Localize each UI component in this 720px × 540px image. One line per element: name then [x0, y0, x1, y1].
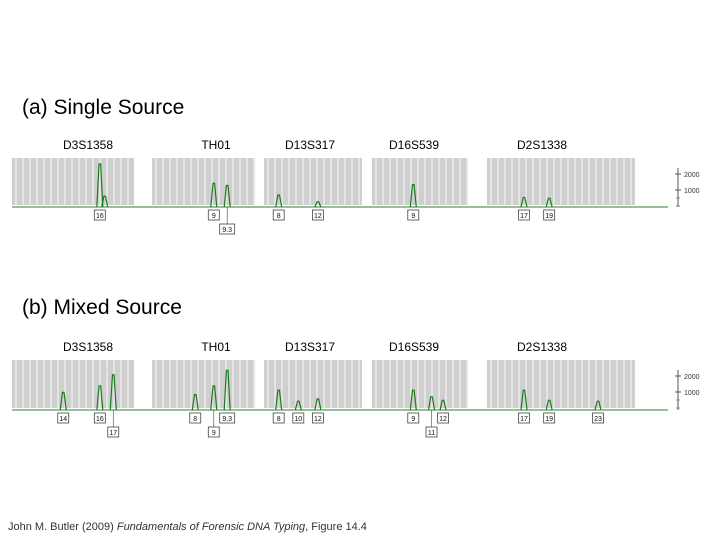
allele-label: 17 [520, 416, 528, 423]
allele-label-box [292, 412, 305, 424]
allele-label: 8 [277, 213, 281, 220]
allele-peak [409, 389, 417, 411]
allele-label-box [107, 426, 120, 438]
allele-label-box [407, 209, 420, 221]
y-tick-label: 1000 [684, 188, 700, 195]
allele-peak [545, 197, 553, 208]
allele-peak [314, 398, 322, 411]
allele-label-box [272, 412, 285, 424]
allele-label: 23 [594, 416, 602, 423]
allele-peak [223, 369, 231, 411]
allele-label: 12 [314, 213, 322, 220]
allele-label: 11 [428, 430, 435, 437]
allele-label: 9 [212, 213, 216, 220]
allele-peak [109, 374, 117, 411]
allele-label-box [272, 209, 285, 221]
locus-bin-background [372, 158, 468, 205]
allele-label: 9.3 [222, 227, 232, 234]
allele-label: 14 [59, 416, 67, 423]
y-tick-label: 2000 [684, 172, 700, 179]
y-tick-label: 2000 [684, 374, 700, 381]
allele-label: 12 [314, 416, 322, 423]
allele-label: 10 [294, 416, 302, 423]
allele-label: 17 [109, 430, 117, 437]
allele-label-box [543, 412, 556, 424]
locus-name-d16s539: D16S539 [388, 340, 440, 354]
allele-peak [210, 385, 218, 411]
locus-name-th01: TH01 [201, 138, 231, 152]
allele-peak [96, 385, 104, 411]
allele-label: 9 [212, 430, 216, 437]
allele-label: 9.3 [222, 416, 232, 423]
allele-peak [520, 196, 528, 208]
allele-label-box [518, 412, 530, 424]
allele-label-box [57, 412, 70, 424]
allele-peak [294, 400, 302, 411]
allele-peak [409, 184, 417, 208]
locus-name-d16s539: D16S539 [388, 138, 440, 152]
locus-name-d3s1358: D3S1358 [62, 340, 114, 354]
allele-label-box [543, 209, 556, 221]
allele-peak [96, 163, 104, 208]
allele-label-box [407, 412, 420, 424]
panel-title-mixed: (b) Mixed Source [22, 296, 182, 319]
allele-label: 9 [411, 416, 415, 423]
allele-label-box [219, 223, 236, 235]
credit-author: John M. Butler (2009) [8, 521, 117, 533]
locus-bin-background [152, 360, 255, 408]
credit-figure: , Figure 14.4 [305, 521, 367, 533]
allele-label: 8 [277, 416, 281, 423]
allele-label-box [311, 412, 324, 424]
allele-peak [210, 182, 218, 208]
locus-name-d2s1338: D2S1338 [516, 138, 568, 152]
allele-label-box [219, 412, 236, 424]
allele-peak [275, 389, 283, 411]
locus-name-d13s317: D13S317 [284, 138, 336, 152]
allele-peak [314, 201, 322, 208]
allele-peak [101, 195, 109, 208]
allele-peak [594, 400, 602, 411]
locus-bin-background [152, 158, 255, 205]
figure-credit: John M. Butler (2009) Fundamentals of Fo… [8, 521, 367, 533]
allele-peak [427, 396, 436, 411]
locus-name-th01: TH01 [201, 340, 231, 354]
locus-bin-background [372, 360, 468, 408]
allele-label-box [207, 426, 220, 438]
allele-label: 9 [411, 213, 415, 220]
allele-peak [275, 194, 283, 208]
allele-peak [439, 399, 447, 411]
locus-bin-background [264, 158, 362, 205]
allele-label-box [437, 412, 449, 424]
allele-label-box [93, 209, 106, 221]
allele-label: 19 [545, 416, 553, 423]
allele-label: 16 [96, 416, 104, 423]
allele-label: 16 [96, 213, 104, 220]
allele-peak [545, 399, 553, 411]
locus-name-d13s317: D13S317 [284, 340, 336, 354]
allele-label: 8 [193, 416, 197, 423]
allele-label-box [189, 412, 202, 424]
allele-label-box [311, 209, 324, 221]
locus-bin-background [264, 360, 362, 408]
allele-peak [191, 394, 199, 411]
y-tick-label: 1000 [684, 390, 700, 397]
allele-label-box [207, 209, 220, 221]
allele-label: 12 [439, 416, 447, 423]
allele-peak [59, 391, 67, 411]
allele-peak [223, 184, 231, 208]
locus-name-d2s1338: D2S1338 [516, 340, 568, 354]
allele-label-box [425, 426, 438, 438]
allele-label-box [93, 412, 106, 424]
allele-peak [520, 389, 528, 411]
credit-book: Fundamentals of Forensic DNA Typing [116, 521, 306, 533]
locus-name-d3s1358: D3S1358 [62, 138, 114, 152]
panel-title-single: (a) Single Source [22, 96, 185, 119]
allele-label: 19 [545, 213, 553, 220]
allele-label-box [518, 209, 530, 221]
allele-label-box [592, 412, 604, 424]
allele-label: 17 [520, 213, 528, 220]
